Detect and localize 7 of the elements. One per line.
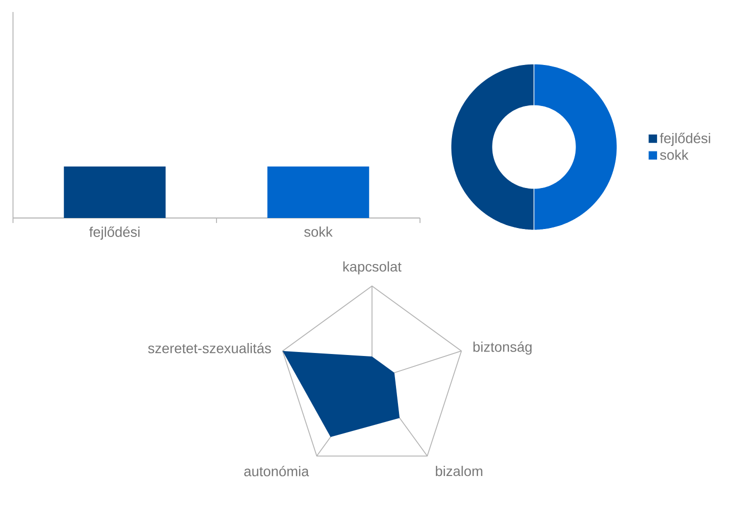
legend-label: fejlődési xyxy=(660,132,710,146)
spoke-label: kapcsolat xyxy=(343,261,402,274)
spoke-label: autonómia xyxy=(244,466,310,476)
spoke-label: bizalom xyxy=(436,466,482,476)
spoke-label: szeretet-szexualitás xyxy=(148,342,271,354)
legend-label: sokk xyxy=(660,150,688,160)
spoke-label: biztonság xyxy=(473,341,532,355)
